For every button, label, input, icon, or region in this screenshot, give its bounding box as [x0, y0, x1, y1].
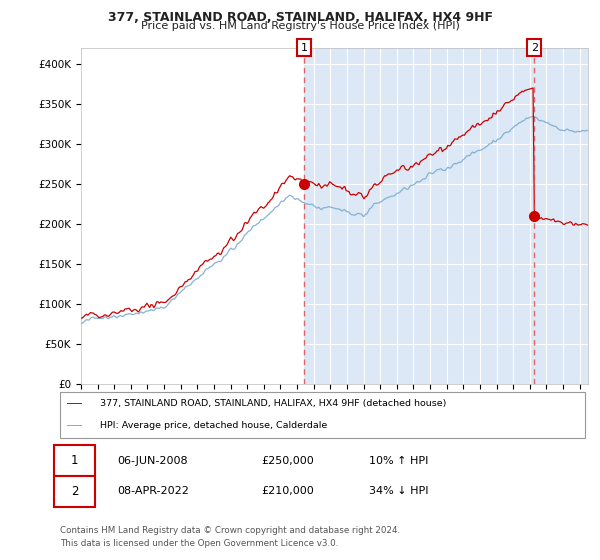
Text: 10% ↑ HPI: 10% ↑ HPI	[369, 456, 428, 465]
Text: 34% ↓ HPI: 34% ↓ HPI	[369, 487, 428, 496]
Text: 06-JUN-2008: 06-JUN-2008	[117, 456, 188, 465]
Text: ——: ——	[67, 419, 90, 432]
Text: 2: 2	[531, 43, 538, 53]
Text: 08-APR-2022: 08-APR-2022	[117, 487, 189, 496]
Text: ——: ——	[67, 398, 90, 410]
Text: 2: 2	[71, 485, 78, 498]
Text: 377, STAINLAND ROAD, STAINLAND, HALIFAX, HX4 9HF (detached house): 377, STAINLAND ROAD, STAINLAND, HALIFAX,…	[100, 399, 446, 408]
Text: £250,000: £250,000	[261, 456, 314, 465]
Text: 1: 1	[301, 43, 308, 53]
Text: HPI: Average price, detached house, Calderdale: HPI: Average price, detached house, Cald…	[100, 422, 328, 431]
Text: 377, STAINLAND ROAD, STAINLAND, HALIFAX, HX4 9HF: 377, STAINLAND ROAD, STAINLAND, HALIFAX,…	[107, 11, 493, 24]
Text: Contains HM Land Registry data © Crown copyright and database right 2024.
This d: Contains HM Land Registry data © Crown c…	[60, 526, 400, 548]
Text: Price paid vs. HM Land Registry's House Price Index (HPI): Price paid vs. HM Land Registry's House …	[140, 21, 460, 31]
Bar	[81, 48, 304, 384]
Text: £210,000: £210,000	[261, 487, 314, 496]
Text: 1: 1	[71, 454, 78, 467]
